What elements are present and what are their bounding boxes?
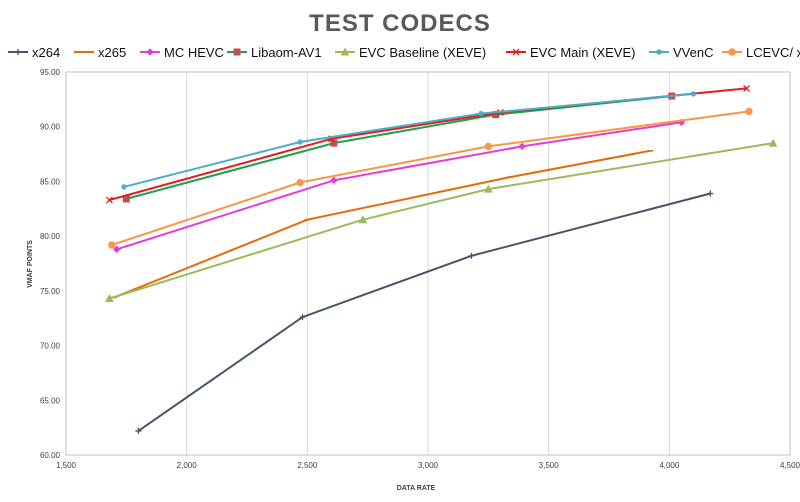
legend-label: LCEVC/ x265: [746, 45, 800, 60]
data-point: [768, 138, 778, 147]
data-point: [105, 196, 113, 204]
data-point: [105, 293, 114, 303]
y-axis-title: VMAF POINTS: [27, 240, 34, 288]
data-point: [483, 184, 493, 193]
data-point: [690, 90, 697, 97]
y-tick-label: 80.00: [40, 232, 61, 241]
legend-item: x264: [8, 45, 60, 60]
legend-label: x264: [32, 45, 60, 60]
y-tick-label: 85.00: [40, 177, 61, 186]
y-tick-label: 90.00: [40, 123, 61, 132]
legend-item: Libaom-AV1: [227, 45, 322, 60]
data-point: [233, 48, 241, 56]
data-point: [146, 48, 154, 56]
data-point: [358, 215, 368, 224]
legend-item: MC HEVC: [140, 45, 224, 60]
series-line: [126, 95, 672, 200]
plot-area-border: [65, 71, 791, 456]
x-tick-label: 2,000: [177, 461, 198, 470]
x-tick-label: 3,000: [418, 461, 439, 470]
x-tick-label: 4,000: [659, 461, 680, 470]
series-mc-hevc: [112, 118, 686, 253]
series-layer: [105, 84, 778, 434]
legend-label: VVenC: [673, 45, 713, 60]
legend-label: MC HEVC: [164, 45, 224, 60]
legend-label: EVC Baseline (XEVE): [359, 45, 486, 60]
data-point: [728, 48, 736, 56]
data-point: [15, 49, 21, 55]
series-vvenc: [120, 90, 697, 190]
data-point: [656, 49, 662, 55]
data-point: [120, 183, 127, 190]
series-x264: [135, 190, 714, 434]
data-point: [745, 107, 753, 116]
data-point: [484, 142, 493, 151]
x-axis-title: DATA RATE: [397, 485, 436, 492]
series-line: [111, 110, 750, 246]
legend-item: x265: [74, 45, 126, 60]
series-lcevc-x265: [108, 107, 753, 249]
axes: 1,500 2,000 2,500 3,000 3,500 4,000 4,500 60.00…: [40, 68, 800, 470]
series-evc-baseline-xeve: [105, 138, 778, 303]
y-tick-label: 75.00: [40, 287, 61, 296]
data-point: [135, 427, 142, 434]
y-tick-label: 95.00: [40, 68, 61, 77]
data-point: [330, 139, 338, 147]
legend-label: Libaom-AV1: [251, 45, 322, 60]
series-line: [109, 142, 774, 300]
y-tick-label: 70.00: [40, 342, 61, 351]
data-point: [512, 48, 520, 56]
legend-item: VVenC: [649, 45, 713, 60]
x-tick-label: 3,500: [539, 461, 560, 470]
data-point: [296, 178, 304, 187]
data-point: [297, 139, 304, 146]
x-tick-label: 4,500: [780, 461, 800, 470]
x-tick-label: 1,500: [56, 461, 77, 470]
y-tick-label: 60.00: [40, 451, 61, 460]
series-line: [116, 121, 682, 251]
data-point: [299, 314, 306, 321]
data-point: [468, 252, 475, 259]
data-point: [340, 47, 350, 56]
legend-label: x265: [98, 45, 126, 60]
x-tick-label: 2,500: [297, 461, 318, 470]
data-point: [518, 142, 526, 151]
series-line: [123, 92, 694, 188]
legend-item: EVC Baseline (XEVE): [335, 45, 486, 60]
data-point: [330, 176, 338, 185]
series-line: [137, 192, 711, 432]
y-tick-label: 65.00: [40, 396, 61, 405]
legend-item: LCEVC/ x265: [722, 45, 800, 60]
chart-title: TEST CODECS: [309, 10, 491, 37]
data-point: [478, 110, 485, 117]
data-point: [108, 241, 116, 249]
data-point: [743, 84, 751, 92]
data-point: [112, 245, 121, 253]
legend-item: EVC Main (XEVE): [506, 45, 635, 60]
legend-label: EVC Main (XEVE): [530, 45, 635, 60]
data-point: [707, 190, 714, 197]
legend: x264 x265 MC HEVC Libaom-AV1 EVC Baseline (X…: [8, 45, 800, 60]
series-line: [113, 149, 651, 299]
